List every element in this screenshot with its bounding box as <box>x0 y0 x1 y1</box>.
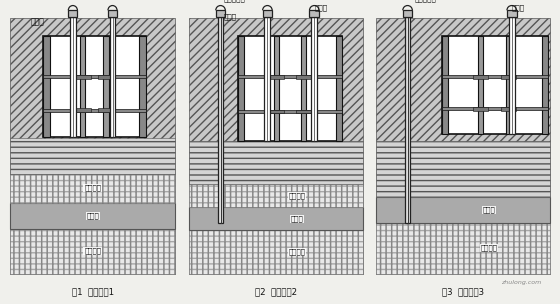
Text: 图2  降水方案2: 图2 降水方案2 <box>255 287 297 296</box>
Bar <box>189 207 363 230</box>
Bar <box>10 203 175 229</box>
Text: 降水减压井: 降水减压井 <box>224 0 246 2</box>
Bar <box>310 10 319 17</box>
Text: 隔水层: 隔水层 <box>86 213 99 219</box>
Bar <box>68 10 77 17</box>
Bar <box>189 230 363 274</box>
Bar <box>238 110 342 113</box>
Bar <box>74 75 91 79</box>
Text: 隔水层: 隔水层 <box>483 206 496 213</box>
Bar <box>296 110 311 113</box>
Bar <box>507 10 516 17</box>
Bar <box>110 17 115 137</box>
Bar <box>74 108 91 112</box>
Bar <box>189 18 363 274</box>
Bar <box>478 36 483 134</box>
Bar <box>10 229 175 274</box>
Bar <box>501 75 516 79</box>
Bar <box>238 36 244 141</box>
Text: 降水减压井: 降水减压井 <box>414 0 436 2</box>
Bar <box>43 36 146 137</box>
Bar <box>216 10 225 17</box>
Bar <box>376 18 550 274</box>
Bar <box>442 107 548 110</box>
Text: 降水井: 降水井 <box>224 13 237 19</box>
Bar <box>301 36 306 141</box>
Text: 承压水层: 承压水层 <box>480 245 498 251</box>
Bar <box>189 184 363 207</box>
Text: 承压水层: 承压水层 <box>288 192 305 199</box>
Bar <box>509 17 515 134</box>
Bar <box>376 223 550 274</box>
Bar <box>264 17 270 141</box>
Bar <box>10 18 175 274</box>
Bar <box>405 17 410 223</box>
Bar <box>70 17 76 137</box>
Bar <box>403 10 412 17</box>
Bar <box>376 197 550 223</box>
Bar <box>97 75 114 79</box>
Bar <box>80 36 86 137</box>
Bar <box>238 36 342 141</box>
Bar <box>506 36 511 134</box>
Bar <box>311 17 317 141</box>
Text: 图3  降水方案3: 图3 降水方案3 <box>442 287 484 296</box>
Bar <box>268 75 284 79</box>
Bar <box>10 229 175 274</box>
Text: 承压水层: 承压水层 <box>84 185 101 191</box>
Bar <box>274 36 278 141</box>
Bar <box>442 36 548 134</box>
Bar <box>542 36 548 134</box>
Bar <box>473 107 488 111</box>
Bar <box>296 75 311 79</box>
Bar <box>268 110 284 113</box>
Text: zhulong.com: zhulong.com <box>501 280 541 285</box>
Bar <box>263 10 272 17</box>
Bar <box>189 230 363 274</box>
Text: 降水井: 降水井 <box>314 4 328 11</box>
Bar <box>108 10 117 17</box>
Bar <box>43 109 146 112</box>
Bar <box>336 36 342 141</box>
Bar <box>103 36 109 137</box>
Text: 隔水层: 隔水层 <box>291 216 304 222</box>
Bar <box>189 141 363 184</box>
Text: 降水井: 降水井 <box>512 4 525 11</box>
Bar <box>473 75 488 79</box>
Bar <box>10 174 175 203</box>
Bar <box>97 108 114 112</box>
Bar <box>238 75 342 78</box>
Bar <box>442 36 449 134</box>
Bar <box>43 75 146 78</box>
Bar <box>43 36 50 137</box>
Bar <box>501 107 516 111</box>
Bar <box>218 17 223 223</box>
Bar <box>189 184 363 207</box>
Text: 图1  降水方案1: 图1 降水方案1 <box>72 287 114 296</box>
Bar <box>139 36 146 137</box>
Bar <box>10 138 175 174</box>
Text: 降水井: 降水井 <box>30 17 44 26</box>
Bar <box>10 174 175 203</box>
Bar <box>442 75 548 78</box>
Bar <box>376 141 550 197</box>
Text: 承压水层: 承压水层 <box>288 249 305 255</box>
Text: 承压水层: 承压水层 <box>84 247 101 254</box>
Bar <box>376 223 550 274</box>
